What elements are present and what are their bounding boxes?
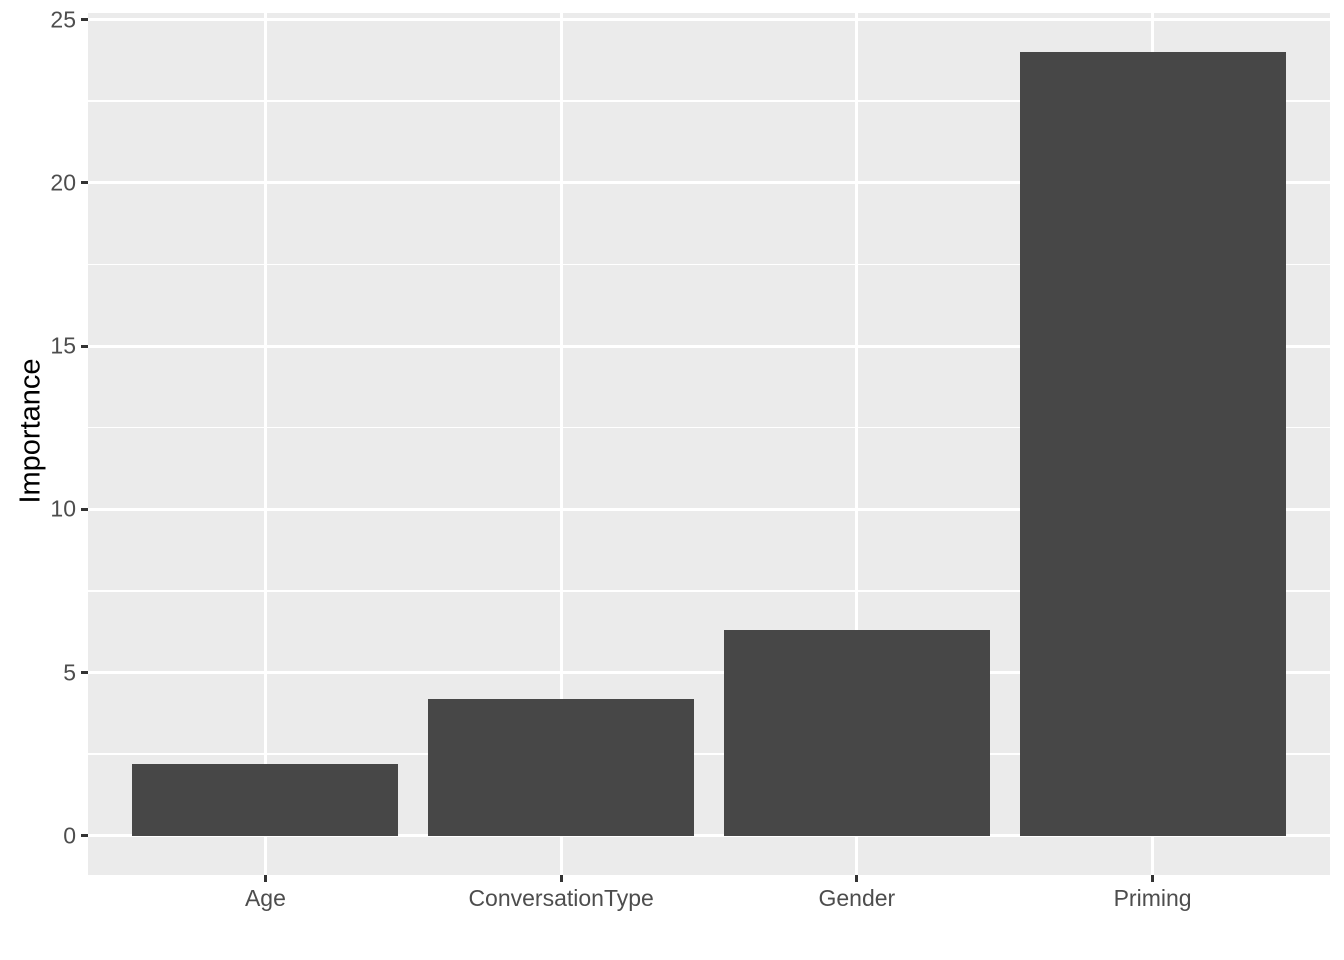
y-tick-label: 15 bbox=[50, 332, 76, 359]
major-gridline bbox=[88, 18, 1330, 22]
bar-age bbox=[132, 763, 399, 836]
x-tick-label-conversationtype: ConversationType bbox=[468, 885, 654, 911]
minor-gridline bbox=[88, 426, 1330, 429]
y-tick-label: 10 bbox=[50, 495, 76, 522]
y-tick-mark bbox=[81, 18, 88, 22]
y-tick-mark bbox=[81, 671, 88, 675]
x-tick-mark bbox=[559, 875, 563, 882]
minor-gridline bbox=[88, 263, 1330, 266]
major-gridline-vertical bbox=[855, 13, 859, 875]
bar-priming bbox=[1019, 52, 1286, 836]
major-gridline bbox=[88, 671, 1330, 675]
x-tick-label-priming: Priming bbox=[1113, 885, 1192, 911]
y-tick-label: 20 bbox=[50, 169, 76, 196]
x-tick-mark bbox=[263, 875, 267, 882]
y-tick-mark bbox=[81, 507, 88, 511]
y-tick-mark bbox=[81, 181, 88, 185]
major-gridline bbox=[88, 507, 1330, 511]
minor-gridline bbox=[88, 753, 1330, 755]
x-tick-label-gender: Gender bbox=[818, 885, 896, 911]
y-tick-label: 25 bbox=[50, 6, 76, 33]
major-gridline-vertical bbox=[263, 13, 267, 875]
bar-gender bbox=[723, 630, 990, 836]
minor-gridline bbox=[88, 590, 1330, 592]
x-tick-mark bbox=[855, 875, 859, 882]
major-gridline bbox=[88, 181, 1330, 185]
major-gridline-vertical bbox=[559, 13, 563, 875]
y-tick-mark bbox=[81, 834, 88, 838]
x-tick-mark bbox=[1151, 875, 1155, 882]
minor-gridline bbox=[88, 100, 1330, 102]
x-tick-label-age: Age bbox=[244, 885, 286, 911]
major-gridline bbox=[88, 834, 1330, 838]
bar-conversationtype bbox=[428, 698, 695, 836]
y-tick-label: 0 bbox=[63, 822, 76, 849]
y-tick-mark bbox=[81, 344, 88, 348]
y-tick-label: 5 bbox=[63, 659, 76, 686]
major-gridline bbox=[88, 344, 1330, 348]
y-axis-title: Importance bbox=[14, 358, 47, 504]
plot-panel bbox=[88, 13, 1330, 875]
